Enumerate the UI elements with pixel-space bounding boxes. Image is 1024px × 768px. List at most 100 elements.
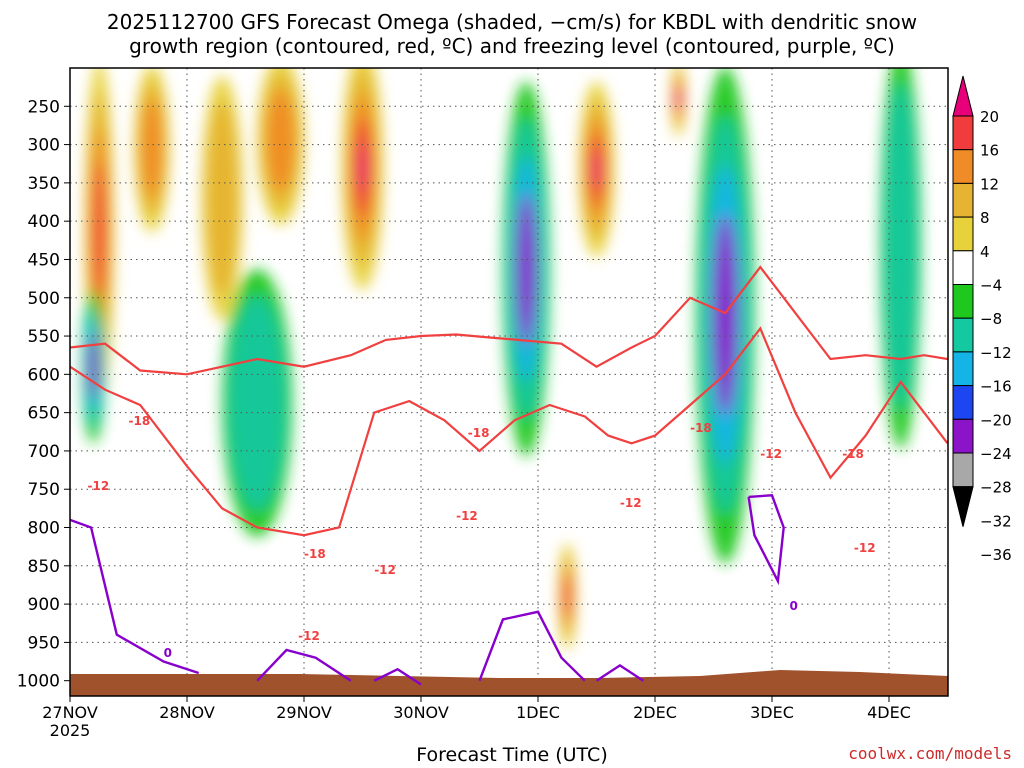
x-tick-label-6: 3DEC: [750, 703, 794, 722]
omega-blob-2-2: [141, 97, 163, 199]
x-tick-label-0: 27NOV: [42, 703, 98, 722]
omega-blob-1-3: [88, 336, 99, 398]
colorbar-box-8: [952, 351, 974, 387]
x-year-label: 2025: [50, 721, 91, 740]
x-tick-label-7: 4DEC: [867, 703, 911, 722]
contours: -18 -12 -18 -12 -18 -12 -18 -12 -18 -12 -12 -12 0 0: [70, 265, 948, 686]
dgz-upper-contour: [70, 265, 948, 376]
dgz-label-7: -12: [620, 496, 642, 510]
y-tick-label-5: 500: [28, 289, 60, 309]
y-tick-label-9: 700: [28, 442, 60, 462]
freezing-level-contour-2: [373, 667, 422, 686]
omega-blob-5-4: [358, 143, 367, 193]
colorbar-label-0: 20: [980, 108, 999, 126]
x-axis: 27NOV 28NOV 29NOV 30NOV 1DEC 2DEC 3DEC 4DEC 2025: [42, 696, 911, 740]
colorbar-bottom-arrow: [952, 486, 974, 527]
dgz-lower-contour: [70, 326, 948, 537]
omega-blob-11-4: [674, 90, 683, 107]
grid-lines: [70, 68, 948, 696]
dgz-label-4: -18: [468, 426, 490, 440]
colorbar-label-8: −16: [980, 378, 1012, 396]
freezing-level-contour-1: [256, 648, 352, 682]
colorbar-legend: 20 16 12 8 4 −4 −8 −12 −16 −20 −24 −28 −32 −36: [952, 75, 1012, 564]
colorbar-label-1: 16: [980, 142, 999, 160]
colorbar-label-7: −12: [980, 344, 1012, 362]
dgz-label-1: -12: [88, 479, 110, 493]
y-axis: 250 300 350 400 450 500 550 600 650 700 750 800 850 9…: [17, 97, 70, 692]
omega-blob-7-3: [516, 193, 536, 345]
plot-frame: [69, 67, 949, 697]
y-tick-label-11: 800: [28, 519, 60, 539]
y-tick-label-12: 850: [28, 557, 60, 577]
terrain-surface: [70, 670, 948, 696]
y-tick-label-6: 550: [28, 327, 60, 347]
colorbar-box-1: [952, 115, 974, 151]
x-tick-label-2: 29NOV: [276, 703, 332, 722]
y-tick-label-10: 750: [28, 480, 60, 500]
omega-blob-0-3: [93, 161, 106, 300]
freezing-level-contour-5: [747, 494, 785, 586]
colorbar-label-10: −24: [980, 445, 1012, 463]
y-tick-label-14: 950: [28, 633, 60, 653]
omega-blob-3-1: [205, 100, 239, 297]
freezing-label-0: 0: [164, 646, 172, 660]
x-tick-label-4: 1DEC: [516, 703, 560, 722]
colorbar-box-3: [952, 182, 974, 218]
omega-blob-6-1: [229, 295, 286, 511]
dgz-label-0: -18: [129, 414, 151, 428]
dgz-label-3: -12: [298, 629, 320, 643]
x-tick-label-1: 28NOV: [159, 703, 215, 722]
freezing-level-contour-0: [70, 518, 200, 675]
colorbar-box-4: [952, 216, 974, 252]
colorbar-box-7: [952, 317, 974, 353]
omega-blob-8-4: [592, 151, 601, 188]
colorbar-box-6: [952, 284, 974, 319]
colorbar-top-arrow: [952, 75, 974, 117]
dgz-label-6: -18: [690, 421, 712, 435]
freezing-level-contour-4: [595, 663, 644, 682]
y-tick-label-8: 650: [28, 404, 60, 424]
colorbar-label-4: 4: [980, 243, 990, 261]
omega-shading: [81, 68, 922, 651]
colorbar-box-2: [952, 149, 974, 184]
omega-blob-9-3: [713, 215, 737, 415]
chart-title-line2: growth region (contoured, red, ºC) and f…: [129, 34, 895, 58]
colorbar-box-5: [952, 250, 974, 286]
dgz-label-8: -18: [842, 447, 864, 461]
dgz-label-10: -12: [854, 541, 876, 555]
y-tick-label-13: 900: [28, 595, 60, 615]
y-tick-label-4: 450: [28, 250, 60, 270]
dgz-label-5: -12: [456, 509, 478, 523]
omega-blob-10-3: [563, 574, 572, 618]
y-tick-label-2: 350: [28, 174, 60, 194]
terrain-fill: [70, 670, 948, 696]
y-tick-label-7: 600: [28, 365, 60, 385]
chart-title-line1: 2025112700 GFS Forecast Omega (shaded, −…: [106, 10, 918, 34]
y-tick-label-3: 400: [28, 212, 60, 232]
x-tick-label-5: 2DEC: [633, 703, 677, 722]
omega-blob-4-2: [266, 90, 295, 192]
colorbar-label-13: −36: [980, 546, 1012, 564]
colorbar-label-2: 12: [980, 175, 999, 193]
y-tick-label-1: 300: [28, 136, 60, 156]
dgz-label-2: -18: [304, 547, 326, 561]
y-tick-label-0: 250: [28, 97, 60, 117]
y-tick-label-15: 1000: [17, 672, 60, 692]
colorbar-box-11: [952, 452, 974, 488]
x-tick-label-3: 30NOV: [393, 703, 449, 722]
colorbar-label-3: 8: [980, 209, 990, 227]
colorbar-box-9: [952, 385, 974, 420]
x-axis-label: Forecast Time (UTC): [416, 744, 608, 766]
colorbar-label-6: −8: [980, 310, 1002, 328]
credit-text: coolwx.com/models: [848, 744, 1012, 763]
dgz-label-11: -12: [374, 563, 396, 577]
dgz-label-9: -12: [760, 447, 782, 461]
colorbar-label-11: −28: [980, 479, 1012, 497]
colorbar-label-12: −32: [980, 512, 1012, 530]
freezing-level-contour-3: [478, 610, 586, 682]
freezing-label-1: 0: [790, 599, 798, 613]
colorbar-label-5: −4: [980, 277, 1002, 295]
omega-blobs: [81, 68, 922, 651]
colorbar-label-9: −20: [980, 411, 1012, 429]
